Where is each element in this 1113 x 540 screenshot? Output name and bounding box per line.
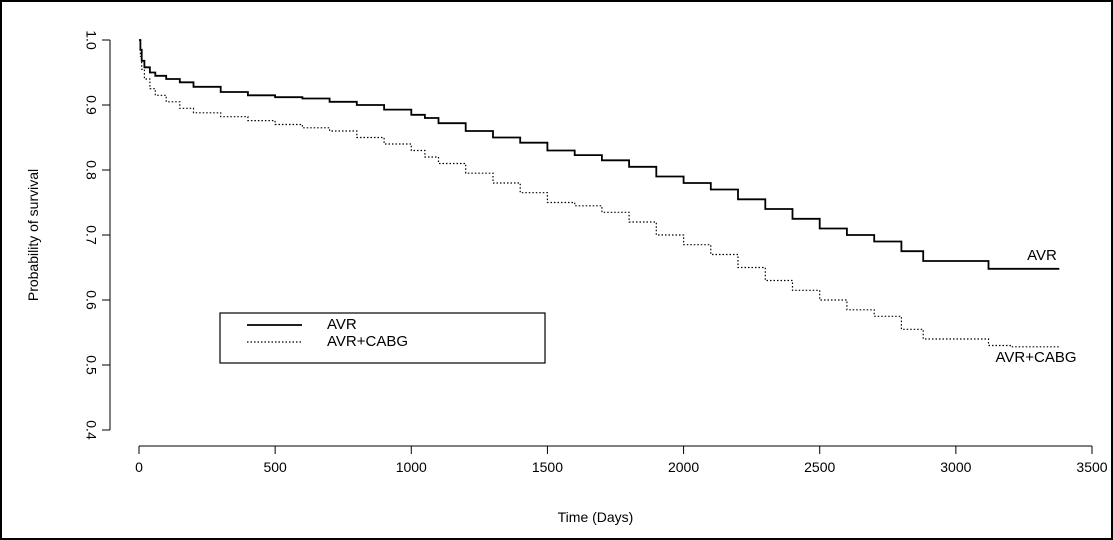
x-tick-label: 500	[263, 459, 287, 475]
y-axis-title: Probability of survival	[25, 169, 41, 301]
curve-end-label-avr-cabg: AVR+CABG	[996, 349, 1077, 366]
curve-end-label-avr: AVR	[1027, 247, 1057, 264]
legend-label-avr-cabg: AVR+CABG	[327, 333, 408, 350]
legend-box	[219, 312, 546, 364]
x-tick-label: 0	[135, 459, 143, 475]
y-tick-label: 0.8	[83, 160, 99, 180]
axes: 0 500 1000 1500 2000 2500 3000 3500 0.4 0.5 0.6 0.7…	[25, 30, 1108, 525]
x-tick-label: 3000	[940, 459, 971, 475]
series-group	[139, 39, 1060, 348]
legend-label-avr: AVR	[327, 316, 357, 333]
x-tick-label: 1500	[532, 459, 563, 475]
series-line-avr-cabg	[139, 39, 1060, 348]
y-tick-label: 0.5	[83, 355, 99, 375]
x-tick-label: 1000	[396, 459, 427, 475]
curve-labels: AVR AVR+CABG	[996, 247, 1077, 366]
x-axis-title: Time (Days)	[558, 509, 634, 525]
y-tick-label: 0.6	[83, 290, 99, 310]
y-tick-label: 0.7	[83, 225, 99, 245]
series-line-avr	[139, 39, 1060, 270]
y-tick-label: 1.0	[83, 30, 99, 50]
y-tick-label: 0.4	[83, 420, 99, 440]
x-tick-label: 3500	[1076, 459, 1107, 475]
y-tick-label: 0.9	[83, 95, 99, 115]
x-tick-label: 2000	[668, 459, 699, 475]
x-tick-label: 2500	[804, 459, 835, 475]
